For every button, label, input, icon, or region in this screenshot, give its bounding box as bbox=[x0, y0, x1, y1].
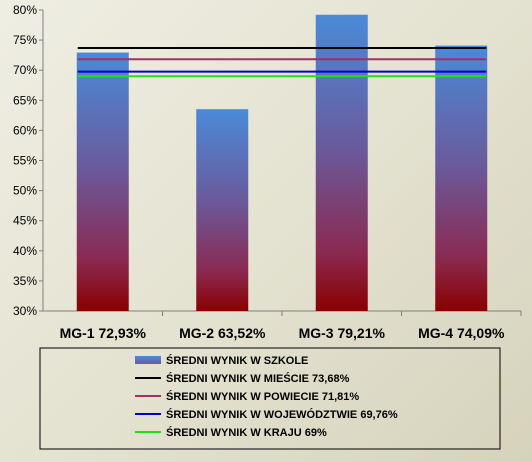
y-tick-label: 45% bbox=[13, 214, 37, 228]
category-labels: MG-1 72,93% MG-2 63,52% MG-3 79,21% MG-4 74… bbox=[60, 311, 522, 341]
y-axis-ticks: 30% 35% 40% 45% 50% 55% 60% 65% 70% 75% 80% bbox=[13, 3, 43, 318]
y-tick-label: 40% bbox=[13, 244, 37, 258]
y-tick-label: 55% bbox=[13, 154, 37, 168]
bar-1 bbox=[76, 52, 129, 311]
legend-label: ŚREDNI WYNIK W POWIECIE 71,81% bbox=[166, 390, 359, 403]
bar-4 bbox=[435, 45, 488, 312]
y-tick-label: 30% bbox=[13, 304, 37, 318]
legend-label: ŚREDNI WYNIK W SZKOLE bbox=[166, 354, 308, 367]
y-tick-label: 65% bbox=[13, 93, 37, 107]
legend-swatch-bar bbox=[135, 356, 161, 364]
y-tick-label: 35% bbox=[13, 274, 37, 288]
legend-items: ŚREDNI WYNIK W SZKOLE ŚREDNI WYNIK W MIEŚ… bbox=[135, 354, 398, 439]
bar-2 bbox=[196, 109, 249, 312]
reference-lines bbox=[77, 47, 487, 78]
bars bbox=[76, 14, 488, 312]
y-tick-label: 60% bbox=[13, 123, 37, 137]
category-label: MG-3 79,21% bbox=[299, 325, 386, 341]
legend-box bbox=[39, 347, 501, 450]
y-tick-label: 50% bbox=[13, 184, 37, 198]
category-label: MG-2 63,52% bbox=[179, 325, 266, 341]
y-tick-label: 80% bbox=[13, 3, 37, 17]
bar-3 bbox=[315, 14, 368, 312]
y-tick-label: 70% bbox=[13, 63, 37, 77]
legend-label: ŚREDNI WYNIK W WOJEWÓDZTWIE 69,76% bbox=[166, 408, 398, 421]
legend-label: ŚREDNI WYNIK W MIEŚCIE 73,68% bbox=[166, 372, 350, 385]
y-tick-label: 75% bbox=[13, 33, 37, 47]
legend: ŚREDNI WYNIK W SZKOLE ŚREDNI WYNIK W MIEŚ… bbox=[39, 347, 501, 450]
category-label: MG-1 72,93% bbox=[60, 325, 147, 341]
category-label: MG-4 74,09% bbox=[418, 325, 505, 341]
legend-label: ŚREDNI WYNIK W KRAJU 69% bbox=[166, 426, 327, 439]
